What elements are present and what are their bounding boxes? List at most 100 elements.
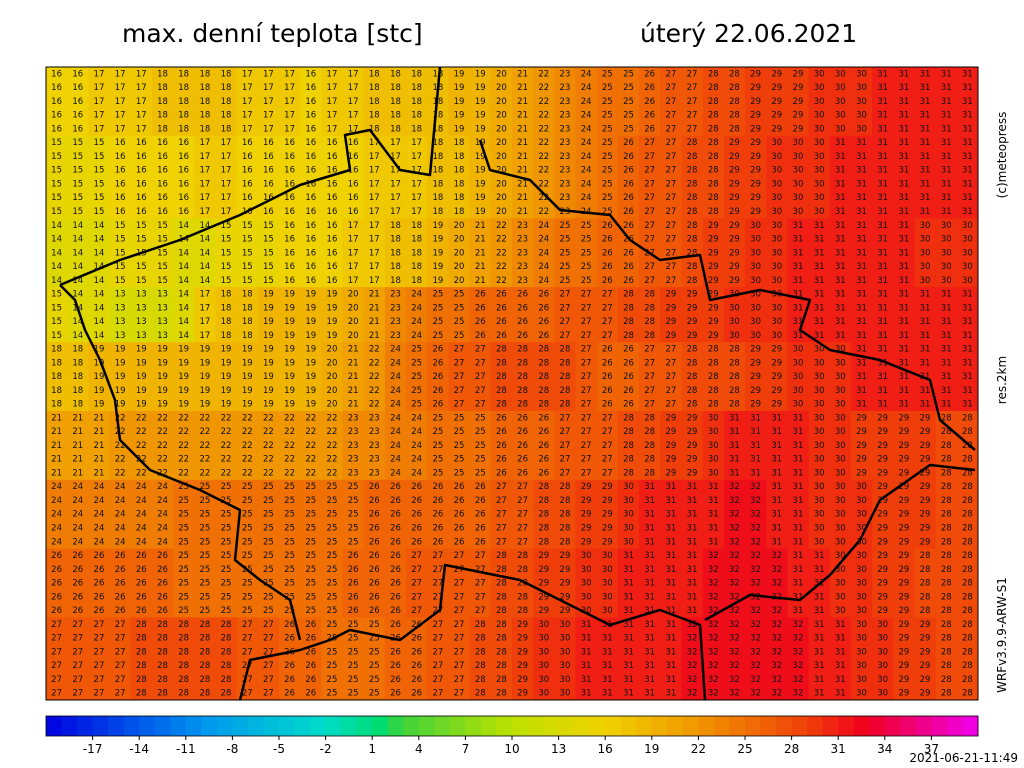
cell-value: 31: [602, 675, 613, 685]
grid-cell: [766, 190, 788, 206]
cell-value: 31: [941, 193, 952, 203]
colorbar-swatch: [434, 716, 451, 736]
grid-cell: [639, 135, 661, 151]
cell-value: 27: [560, 455, 571, 465]
cell-value: 29: [750, 97, 761, 107]
cell-value: 31: [623, 675, 634, 685]
cell-value: 30: [729, 303, 740, 313]
cell-value: 31: [644, 661, 655, 671]
grid-cell: [257, 190, 280, 206]
grid-cell: [490, 94, 513, 109]
cell-value: 17: [136, 69, 147, 79]
grid-cell: [194, 122, 216, 137]
cell-value: 29: [560, 579, 571, 589]
cell-value: 19: [178, 345, 189, 355]
cell-value: 28: [199, 634, 210, 644]
cell-value: 27: [665, 152, 676, 162]
cell-value: 18: [432, 179, 443, 189]
cell-value: 31: [898, 248, 909, 258]
cell-value: 28: [962, 579, 973, 589]
cell-value: 26: [496, 413, 507, 423]
cell-value: 27: [581, 400, 592, 410]
cell-value: 29: [898, 689, 909, 699]
cell-value: 19: [242, 372, 253, 382]
cell-value: 27: [665, 262, 676, 272]
cell-value: 20: [454, 262, 465, 272]
cell-value: 26: [369, 565, 380, 575]
cell-value: 31: [814, 647, 825, 657]
cell-value: 31: [793, 523, 804, 533]
cell-value: 31: [814, 276, 825, 286]
cell-value: 18: [157, 69, 168, 79]
grid-cell: [850, 94, 873, 109]
grid-cell: [384, 67, 407, 82]
cell-value: 31: [793, 221, 804, 231]
cell-value: 28: [623, 468, 634, 478]
cell-value: 31: [835, 166, 846, 176]
cell-value: 19: [327, 303, 338, 313]
grid-cell: [384, 135, 407, 151]
cell-value: 17: [136, 83, 147, 93]
cell-value: 24: [94, 510, 105, 520]
cell-value: 27: [475, 358, 486, 368]
cell-value: 22: [496, 262, 507, 272]
cell-value: 28: [687, 179, 698, 189]
cell-value: 31: [856, 358, 867, 368]
cell-value: 32: [687, 689, 698, 699]
cell-value: 26: [496, 455, 507, 465]
cell-value: 25: [199, 565, 210, 575]
cell-value: 28: [962, 551, 973, 561]
cell-value: 26: [115, 551, 126, 561]
cell-value: 29: [517, 647, 528, 657]
grid-cell: [88, 149, 111, 164]
grid-cell: [829, 190, 852, 206]
cell-value: 29: [560, 551, 571, 561]
cell-value: 25: [327, 661, 338, 671]
grid-cell: [300, 108, 322, 123]
grid-cell: [850, 135, 873, 151]
grid-cell: [215, 80, 238, 96]
cell-value: 17: [199, 290, 210, 300]
cell-value: 30: [814, 83, 825, 93]
cell-value: 25: [454, 427, 465, 437]
cell-value: 25: [221, 551, 232, 561]
cell-value: 24: [581, 97, 592, 107]
grid-cell: [512, 135, 534, 151]
cell-value: 29: [581, 537, 592, 547]
cell-value: 28: [560, 386, 571, 396]
cell-value: 21: [475, 235, 486, 245]
cell-value: 29: [517, 634, 528, 644]
cell-value: 20: [496, 207, 507, 217]
cell-value: 29: [750, 345, 761, 355]
cell-value: 31: [962, 69, 973, 79]
cell-value: 26: [72, 565, 83, 575]
grid-cell: [723, 122, 746, 137]
cell-value: 26: [517, 413, 528, 423]
cell-value: 16: [157, 152, 168, 162]
cell-value: 30: [750, 235, 761, 245]
cell-value: 16: [284, 166, 295, 176]
cell-value: 26: [390, 689, 401, 699]
cell-value: 27: [51, 689, 62, 699]
grid-cell: [151, 94, 174, 109]
cell-value: 25: [623, 124, 634, 134]
cell-value: 24: [581, 111, 592, 121]
cell-value: 29: [708, 248, 719, 258]
cell-value: 31: [644, 537, 655, 547]
cell-value: 28: [157, 661, 168, 671]
cell-value: 28: [644, 331, 655, 341]
cell-value: 26: [623, 179, 634, 189]
grid-cell: [956, 94, 979, 109]
cell-value: 16: [284, 138, 295, 148]
cell-value: 32: [750, 565, 761, 575]
cell-value: 20: [327, 400, 338, 410]
grid-cell: [575, 135, 598, 151]
cell-value: 27: [665, 248, 676, 258]
cell-value: 18: [199, 111, 210, 121]
cell-value: 26: [517, 290, 528, 300]
cell-value: 30: [602, 551, 613, 561]
grid-cell: [88, 190, 111, 206]
cell-value: 27: [581, 290, 592, 300]
grid-cell: [872, 80, 894, 96]
cell-value: 30: [814, 537, 825, 547]
